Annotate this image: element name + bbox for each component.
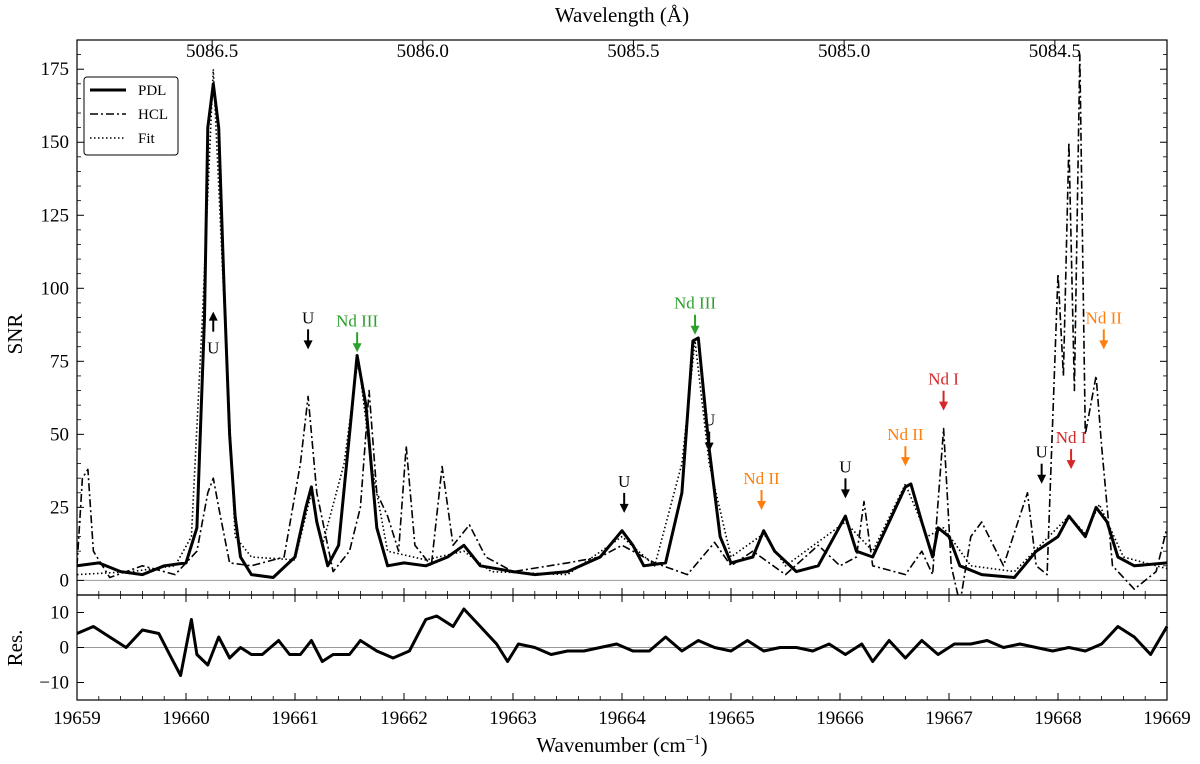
top-tick-label: 5086.5 (186, 41, 238, 62)
annotation-nd-ii: Nd II (1086, 308, 1123, 350)
legend-pdl-label: PDL (138, 83, 166, 99)
annotation-label: U (302, 308, 314, 327)
annotation-label: U (207, 339, 219, 358)
annotation-label: Nd II (743, 469, 780, 488)
x-tick-label: 19667 (925, 708, 973, 729)
annotation-nd-i: Nd I (1056, 428, 1087, 470)
legend: PDL HCL Fit (83, 76, 179, 156)
x-tick-label: 19663 (489, 708, 537, 729)
residual-tick-label: 10 (50, 603, 69, 624)
annotation-nd-ii: Nd II (887, 425, 924, 467)
top-tick-label: 5086.0 (397, 41, 449, 62)
annotation-label: Nd II (887, 425, 924, 444)
y-tick-label: 150 (41, 132, 70, 153)
annotation-arrow-head (303, 340, 313, 350)
y-tick-label: 125 (41, 205, 70, 226)
legend-fit-label: Fit (138, 131, 156, 147)
x-tick-label: 19669 (1143, 708, 1191, 729)
annotation-nd-iii: Nd III (336, 311, 378, 353)
main-frame (76, 39, 1168, 596)
annotation-label: Nd III (336, 311, 378, 330)
annotation-arrow-head (840, 489, 850, 499)
series-residual-line (76, 607, 1169, 677)
annotation-arrow-head (619, 503, 629, 513)
residual-tick-label: −10 (39, 673, 69, 694)
annotation-arrow-head (900, 457, 910, 467)
top-tick-label: 5084.5 (1029, 41, 1081, 62)
y-tick-label: 25 (50, 497, 69, 518)
residual-panel: 19659 19660 19661 19662 19663 19664 19665 19666… (39, 594, 1191, 729)
top-tick-label: 5085.5 (607, 41, 659, 62)
annotation-arrow-head (939, 401, 949, 411)
series-pdl-line (77, 82, 1167, 579)
x-axis-title-end: ) (701, 733, 708, 757)
x-tick-label: 19665 (707, 708, 755, 729)
annotation-arrow-head (208, 311, 218, 321)
x-tick-label: 19660 (162, 708, 210, 729)
y-tick-label: 175 (41, 59, 70, 80)
series-hcl-line (77, 53, 1167, 595)
x-tick-label: 19664 (598, 708, 646, 729)
residual-axis-title: Res. (3, 630, 27, 667)
annotation-u: U (207, 311, 219, 358)
y-tick-label: 0 (60, 570, 70, 591)
annotation-u: U (703, 411, 715, 452)
residual-tick-label: 0 (60, 638, 70, 659)
annotation-label: Nd III (674, 294, 716, 313)
top-tick-label: 5085.0 (818, 41, 870, 62)
x-tick-label: 19666 (816, 708, 864, 729)
annotation-arrow-head (757, 501, 767, 510)
annotation-arrow-head (352, 343, 362, 353)
annotation-arrow-head (690, 325, 700, 335)
annotation-nd-i: Nd I (928, 370, 959, 411)
x-axis-title: Wavenumber (cm−1) (536, 733, 707, 757)
annotation-label: U (1036, 443, 1048, 462)
legend-box (83, 76, 179, 156)
series-fit-line (77, 68, 1167, 576)
x-tick-label: 19661 (271, 708, 319, 729)
x-axis-title-main: Wavenumber (cm (536, 733, 685, 757)
annotation-u: U (618, 472, 630, 513)
x-tick-label: 19659 (53, 708, 101, 729)
annotation-u: U (1036, 443, 1048, 484)
y-tick-label: 75 (50, 351, 69, 372)
annotation-label: Nd II (1086, 308, 1123, 327)
x-tick-label: 19662 (380, 708, 428, 729)
main-panel: 5086.5 5086.0 5085.5 5085.0 5084.5 0 25 50 75 100… (41, 39, 1168, 596)
annotation-arrow-head (1099, 340, 1109, 350)
annotation-u: U (839, 457, 852, 499)
annotation-arrow-head (1037, 474, 1047, 484)
x-tick-label: 19668 (1034, 708, 1082, 729)
legend-hcl-label: HCL (138, 107, 168, 123)
annotation-arrow-head (1066, 460, 1076, 470)
y-tick-label: 100 (41, 278, 70, 299)
annotation-nd-iii: Nd III (674, 294, 716, 335)
annotation-label: U (618, 472, 630, 491)
annotation-u: U (302, 308, 314, 350)
annotation-label: U (703, 411, 715, 430)
top-axis-title: Wavelength (Å) (555, 3, 689, 27)
x-axis-title-superscript: −1 (686, 733, 701, 748)
y-axis-title: SNR (3, 314, 27, 355)
annotation-label: U (839, 457, 851, 476)
annotation-nd-ii: Nd II (743, 469, 780, 510)
annotation-label: Nd I (928, 370, 959, 389)
y-tick-label: 50 (50, 424, 69, 445)
annotation-arrow-head (704, 442, 714, 452)
annotation-label: Nd I (1056, 428, 1087, 447)
